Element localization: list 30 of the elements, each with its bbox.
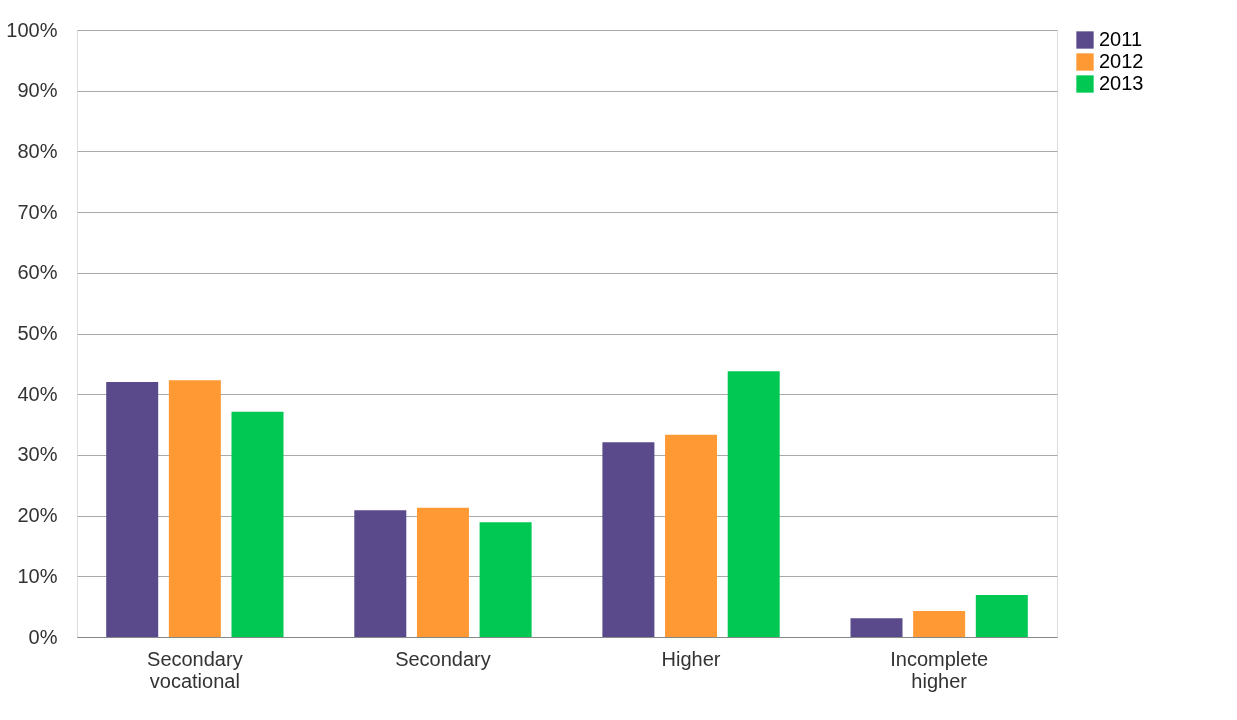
bar bbox=[602, 442, 655, 637]
y-tick-label: 20% bbox=[17, 504, 58, 527]
legend-label: 2013 bbox=[1099, 72, 1144, 94]
y-tick-label: 50% bbox=[17, 322, 58, 344]
bar bbox=[975, 595, 1028, 637]
bar bbox=[354, 510, 407, 637]
y-tick-label: 80% bbox=[17, 139, 58, 162]
y-tick-label: 30% bbox=[17, 443, 58, 466]
bar bbox=[850, 618, 903, 637]
x-tick-label: Higher bbox=[661, 647, 721, 670]
y-tick-label: 10% bbox=[17, 564, 58, 587]
x-tick-label: Incomplete higher bbox=[890, 647, 989, 692]
y-tick-label: 70% bbox=[17, 200, 58, 223]
bar bbox=[913, 610, 966, 637]
bar bbox=[479, 522, 532, 637]
x-tick-label: Secondary bbox=[395, 647, 491, 670]
legend-label: 2011 bbox=[1099, 28, 1143, 50]
bar bbox=[416, 507, 469, 637]
legend-label: 2012 bbox=[1099, 50, 1144, 72]
y-tick-label: 40% bbox=[17, 382, 58, 405]
bar bbox=[231, 411, 284, 637]
y-tick-label: 0% bbox=[28, 625, 58, 648]
bar bbox=[168, 380, 221, 637]
bar bbox=[727, 371, 780, 637]
bar bbox=[665, 434, 718, 637]
y-tick-label: 90% bbox=[17, 79, 58, 102]
x-tick-label: Secondary vocational bbox=[147, 647, 243, 692]
y-tick-label: 100% bbox=[6, 18, 58, 41]
y-tick-label: 60% bbox=[17, 261, 58, 284]
bar bbox=[106, 382, 159, 637]
